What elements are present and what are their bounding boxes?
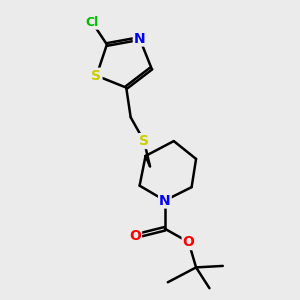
Text: O: O [183,235,195,249]
Text: N: N [134,32,146,46]
Text: S: S [139,134,149,148]
Text: O: O [129,229,141,243]
Text: S: S [92,69,101,83]
Text: Cl: Cl [85,16,99,29]
Text: N: N [159,194,171,208]
